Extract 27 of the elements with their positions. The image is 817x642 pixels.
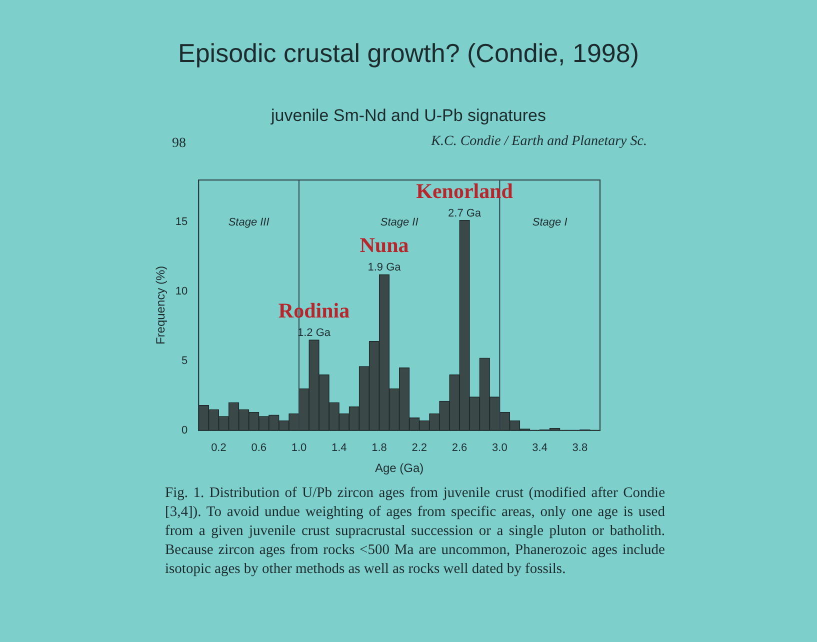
x-tick-label: 3.4 bbox=[532, 442, 548, 454]
annotation: Nuna bbox=[360, 233, 410, 258]
text: 98 bbox=[172, 136, 186, 152]
annotation: Stage I bbox=[532, 216, 568, 229]
y-axis-title: Frequency (%) bbox=[154, 266, 168, 345]
x-tick-label: 0.2 bbox=[211, 442, 226, 454]
chart-subtitle: juvenile Sm-Nd and U-Pb signatures bbox=[270, 106, 547, 126]
annotation: Stage II bbox=[380, 216, 418, 229]
y-tick-label: 15 bbox=[175, 216, 188, 228]
x-tick-label: 1.4 bbox=[331, 442, 347, 454]
x-tick-label: 3.8 bbox=[572, 442, 588, 454]
y-tick-label: 10 bbox=[175, 285, 188, 298]
x-tick-label: 1.0 bbox=[291, 442, 307, 454]
y-tick-label: 0 bbox=[182, 424, 188, 436]
annotation: Stage III bbox=[228, 216, 270, 229]
annotation: 2.7 Ga bbox=[448, 207, 482, 220]
x-axis-title: Age (Ga) bbox=[374, 461, 424, 476]
y-tick-label: 5 bbox=[182, 354, 188, 367]
x-tick-label: 2.2 bbox=[412, 442, 428, 454]
chart-title: Episodic crustal growth? (Condie, 1998) bbox=[176, 38, 640, 69]
text: K.C. Condie / Earth and Planetary Sc. bbox=[431, 134, 647, 150]
x-tick-label: 2.6 bbox=[452, 442, 468, 454]
x-tick-label: 0.6 bbox=[251, 442, 266, 454]
caption: Fig. 1. Distribution of U/Pb zircon ages from juvenile crust (modified after Condie [3,4]). To avoid undue weighting of ages from specific areas, only one age is used from a given juvenile crust supracrustal succession or a single pluton or batholith. Because zircon ages from rocks <500 Ma are uncommon, Phanerozoic ages include isotopic ages by other methods as well as rocks well dated by fossils. bbox=[165, 484, 665, 579]
x-tick-label: 3.0 bbox=[492, 442, 508, 454]
annotation: 1.9 Ga bbox=[368, 262, 402, 274]
x-tick-label: 1.8 bbox=[372, 442, 387, 454]
